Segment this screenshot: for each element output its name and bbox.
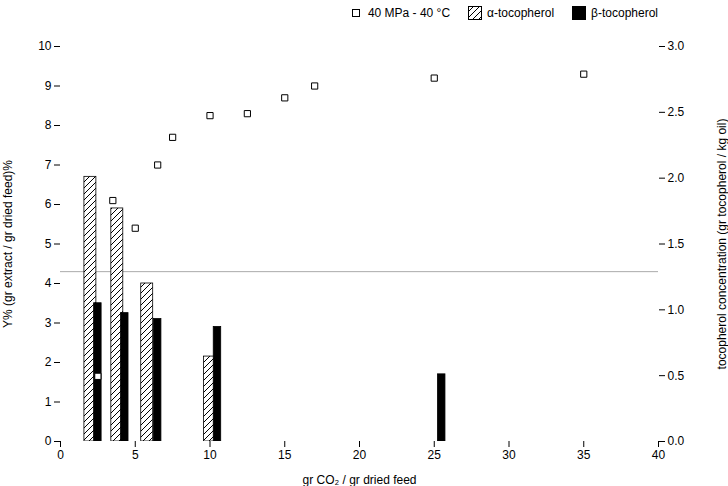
svg-text:Y% (gr extract / gr dried feed: Y% (gr extract / gr dried feed)% bbox=[1, 160, 15, 328]
svg-text:0.0: 0.0 bbox=[668, 434, 685, 448]
svg-text:7: 7 bbox=[45, 158, 52, 172]
svg-text:8: 8 bbox=[45, 118, 52, 132]
svg-text:9: 9 bbox=[45, 79, 52, 93]
svg-text:5: 5 bbox=[45, 237, 52, 251]
svg-text:2.0: 2.0 bbox=[668, 171, 685, 185]
svg-text:0: 0 bbox=[45, 434, 52, 448]
svg-text:5: 5 bbox=[132, 448, 139, 462]
svg-text:6: 6 bbox=[45, 197, 52, 211]
svg-text:1: 1 bbox=[45, 395, 52, 409]
svg-text:gr CO₂ / gr dried feed: gr CO₂ / gr dried feed bbox=[302, 473, 416, 486]
svg-text:1.0: 1.0 bbox=[668, 303, 685, 317]
svg-text:3: 3 bbox=[45, 316, 52, 330]
svg-text:2: 2 bbox=[45, 355, 52, 369]
html-text:40 MPa - 40 °C: 40 MPa - 40 °C bbox=[367, 6, 451, 20]
svg-text:25: 25 bbox=[428, 448, 442, 462]
svg-text:0: 0 bbox=[57, 448, 64, 462]
svg-text:20: 20 bbox=[353, 448, 367, 462]
svg-text:15: 15 bbox=[278, 448, 292, 462]
html-text:β-tocopherol: β-tocopherol bbox=[591, 6, 658, 20]
svg-text:1.5: 1.5 bbox=[668, 237, 685, 251]
svg-text:40: 40 bbox=[652, 448, 666, 462]
svg-text:4: 4 bbox=[45, 276, 52, 290]
svg-text:30: 30 bbox=[502, 448, 516, 462]
svg-text:2.5: 2.5 bbox=[668, 105, 685, 119]
svg-text:0.5: 0.5 bbox=[668, 369, 685, 383]
svg-text:10: 10 bbox=[203, 448, 217, 462]
svg-text:3.0: 3.0 bbox=[668, 39, 685, 53]
svg-text:35: 35 bbox=[577, 448, 591, 462]
svg-text:tocopherol concentration (gr t: tocopherol concentration (gr tocopherol … bbox=[715, 119, 728, 370]
svg-text:10: 10 bbox=[38, 39, 52, 53]
html-text:α-tocopherol: α-tocopherol bbox=[487, 6, 555, 20]
